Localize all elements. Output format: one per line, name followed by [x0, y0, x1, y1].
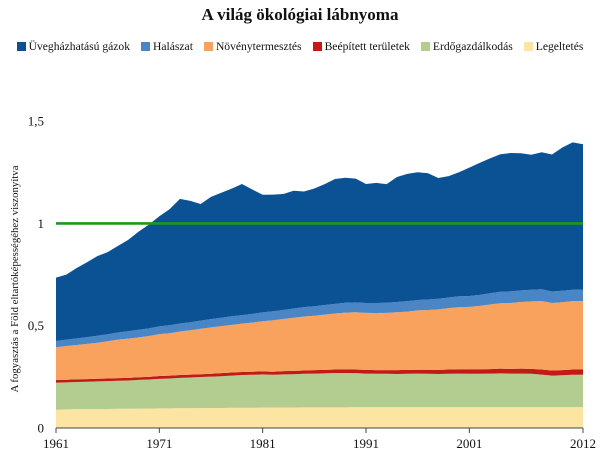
y-tick-label: 1,5 [28, 114, 44, 129]
x-tick-label: 1971 [146, 436, 172, 451]
x-tick-label: 2001 [456, 436, 482, 451]
area-layers [56, 142, 583, 428]
legend-item-beepitett: Beépített területek [312, 40, 410, 53]
legend-label: Halászat [153, 40, 193, 53]
legend-item-novenytermesztes: Növénytermesztés [203, 40, 302, 53]
x-tick-label: 1961 [43, 436, 69, 451]
x-tick-label: 2012 [570, 436, 596, 451]
legend-item-halaszat: Halászat [141, 40, 193, 53]
area-uveghaz [56, 142, 583, 342]
legend-swatch [523, 42, 533, 51]
legend-label: Beépített területek [324, 40, 410, 53]
legend-swatch [16, 42, 26, 51]
x-tick-label: 1981 [250, 436, 276, 451]
legend-item-erdogazdalkodas: Erdőgazdálkodás [420, 40, 513, 53]
area-halaszat [56, 289, 583, 348]
legend-swatch [420, 42, 430, 51]
legend-label: Üvegházhatású gázok [28, 40, 131, 53]
y-tick-label: 0,5 [28, 318, 44, 333]
y-axis-title: A fogyasztás a Föld eltartóképességéhez … [9, 165, 21, 392]
y-tick-label: 1 [38, 216, 45, 231]
legend-label: Legeltetés [535, 40, 584, 53]
area-beepitett [56, 368, 583, 383]
axes: 1961 1971 1981 1991 2001 2012 0 0,5 1 1,5 [28, 114, 596, 451]
legend-item-legeltetes: Legeltetés [523, 40, 584, 53]
legend-item-uveghaz: Üvegházhatású gázok [16, 40, 131, 53]
area-legeltetes [56, 407, 583, 428]
legend-swatch [141, 42, 151, 51]
legend-swatch [203, 42, 213, 51]
chart-title: A világ ökológiai lábnyoma [201, 5, 399, 24]
legend-label: Erdőgazdálkodás [432, 40, 513, 53]
legend: Üvegházhatású gázok Halászat Növényterme… [0, 40, 600, 53]
y-tick-label: 0 [38, 421, 45, 436]
area-erdogazdalkodas [56, 372, 583, 410]
x-tick-label: 1991 [353, 436, 379, 451]
legend-swatch [312, 42, 322, 51]
area-novenytermesztes [56, 300, 583, 380]
legend-label: Növénytermesztés [215, 40, 302, 53]
